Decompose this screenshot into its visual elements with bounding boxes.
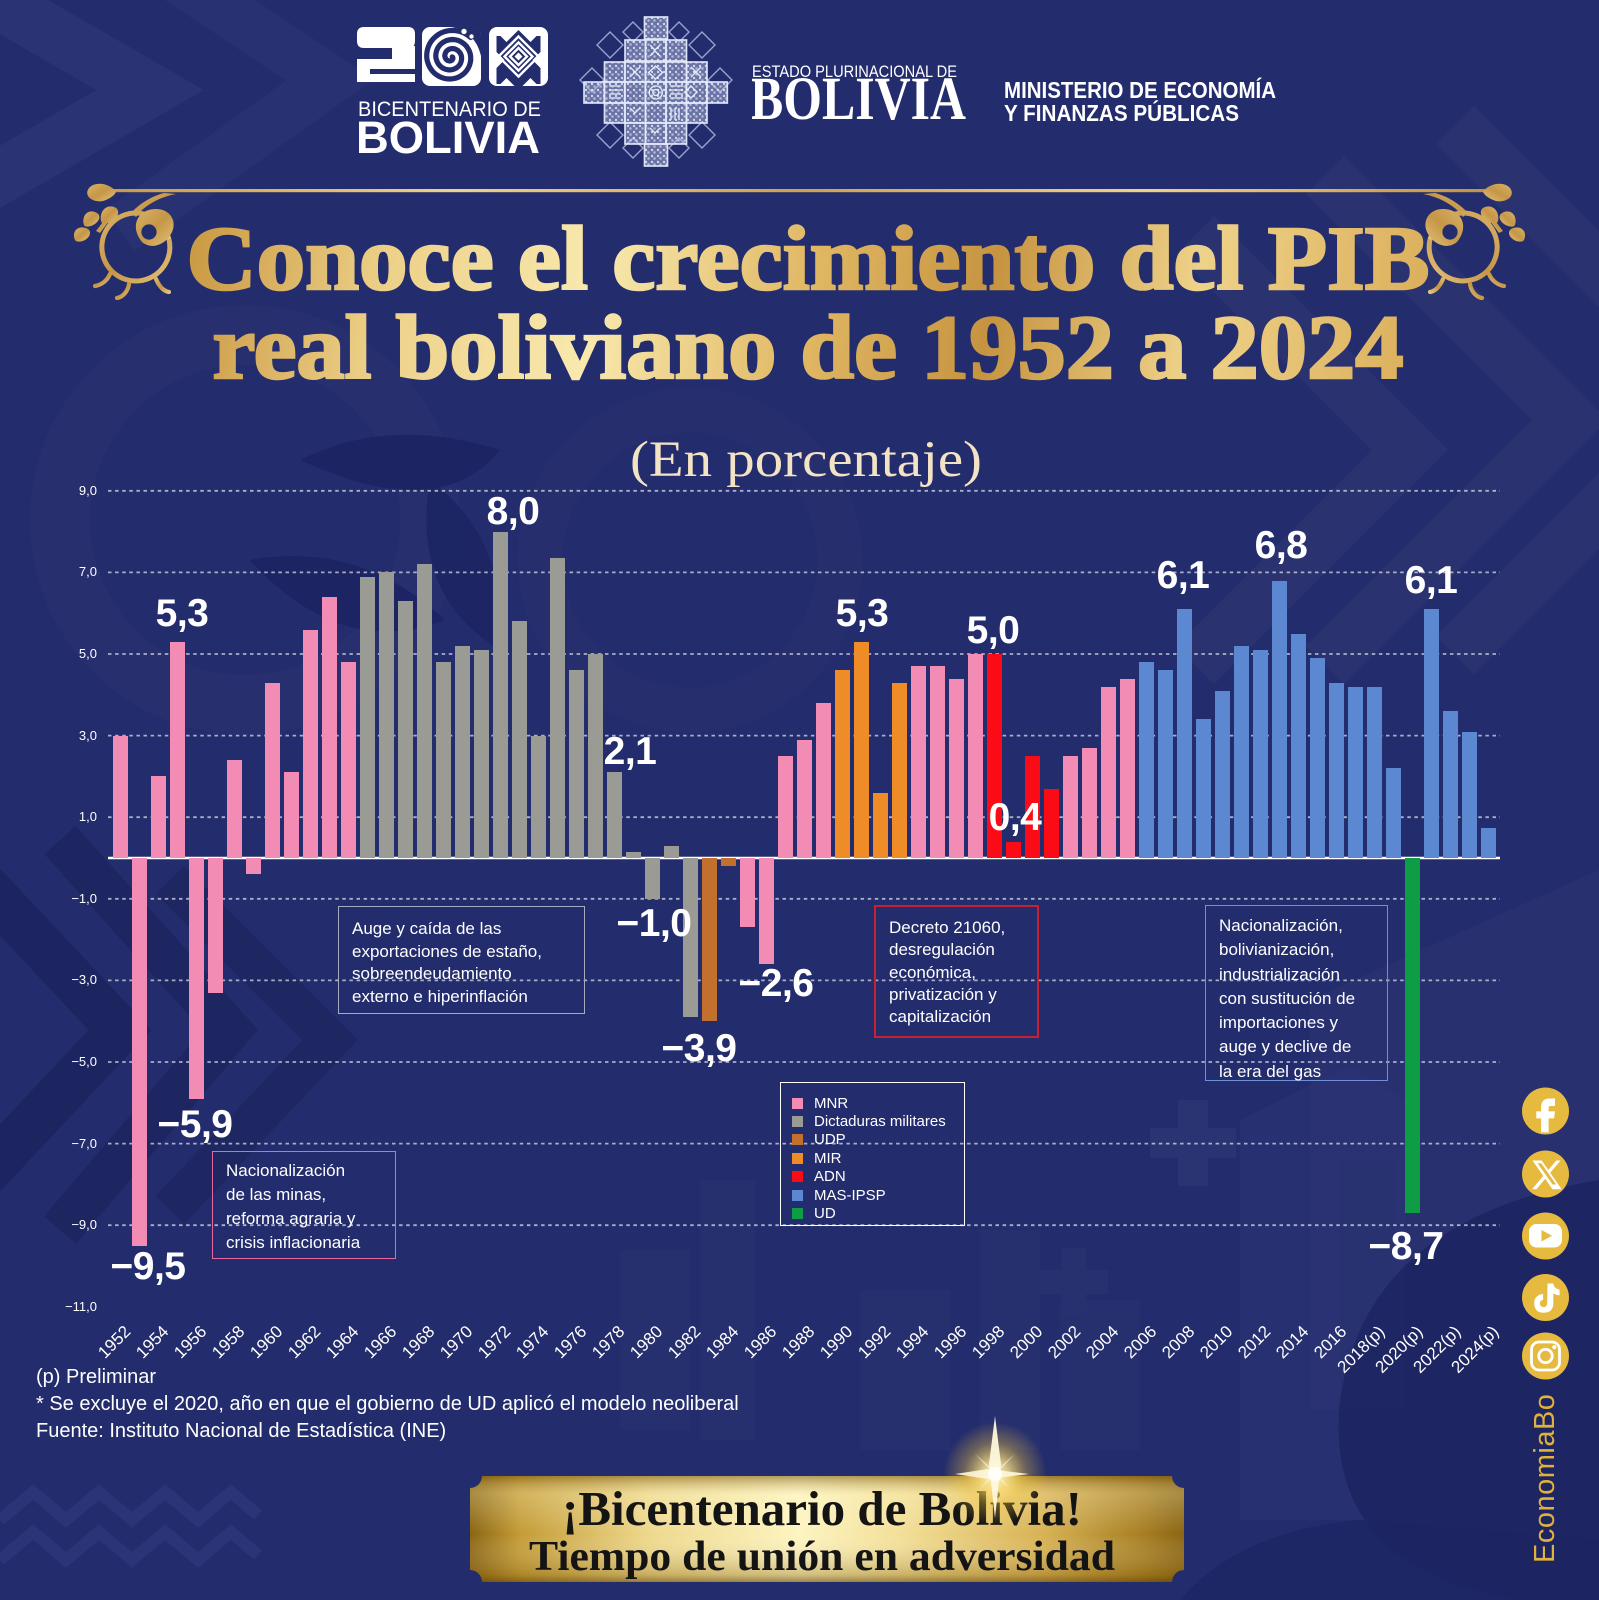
svg-text:MINISTERIO DE ECONOMÍA: MINISTERIO DE ECONOMÍA bbox=[1004, 76, 1276, 103]
svg-text:BOLIVIA: BOLIVIA bbox=[752, 66, 966, 133]
svg-text:ESTADO PLURINACIONAL DE: ESTADO PLURINACIONAL DE bbox=[752, 63, 957, 81]
svg-text:BICENTENARIO DE: BICENTENARIO DE bbox=[358, 97, 541, 121]
svg-text:(En porcentaje): (En porcentaje) bbox=[630, 432, 982, 488]
svg-text:real boliviano de 1952 a 2024: real boliviano de 1952 a 2024 bbox=[213, 297, 1404, 398]
svg-text:BOLIVIA: BOLIVIA bbox=[356, 112, 540, 156]
svg-text:Y FINANZAS PÚBLICAS: Y FINANZAS PÚBLICAS bbox=[1004, 99, 1239, 126]
svg-text:Conoce el crecimiento del PIB: Conoce el crecimiento del PIB bbox=[187, 208, 1430, 309]
svg-text:Tiempo de unión en adversidad: Tiempo de unión en adversidad bbox=[529, 1534, 1115, 1580]
